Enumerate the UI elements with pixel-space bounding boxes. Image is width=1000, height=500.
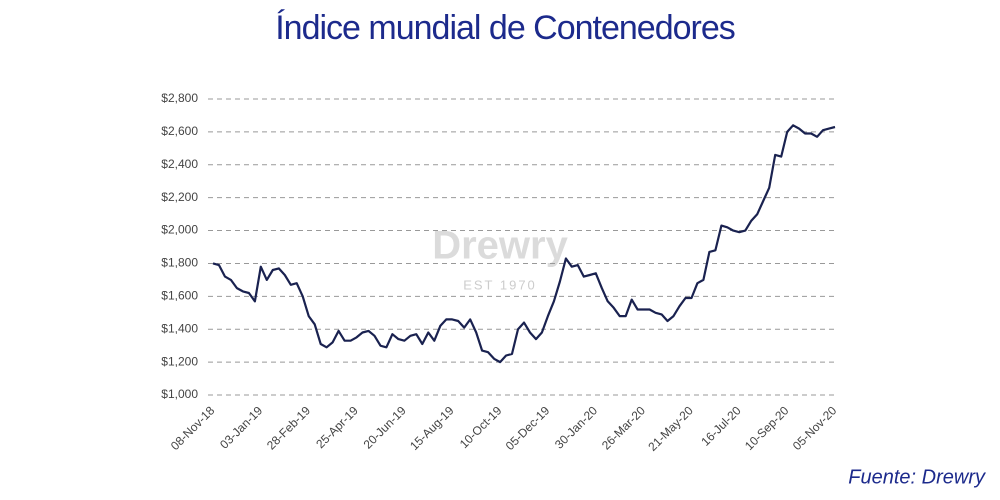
y-tick-label: $2,000 bbox=[161, 223, 198, 237]
source: Fuente: Drewry bbox=[848, 466, 986, 488]
x-tick-label: 25-Apr-19 bbox=[313, 403, 361, 451]
x-tick-label: 16-Jul-20 bbox=[698, 403, 744, 449]
x-tick-label: 05-Nov-20 bbox=[790, 403, 840, 453]
x-tick-label: 03-Jan-19 bbox=[217, 403, 265, 451]
y-tick-label: $2,800 bbox=[161, 91, 198, 105]
x-tick-label: 26-Mar-20 bbox=[599, 403, 648, 452]
y-tick-label: $1,600 bbox=[161, 289, 198, 303]
x-tick-label: 20-Jun-19 bbox=[361, 403, 409, 451]
x-tick-label: 05-Dec-19 bbox=[503, 403, 553, 453]
x-tick-label: 28-Feb-19 bbox=[264, 403, 313, 452]
x-tick-label: 30-Jan-20 bbox=[552, 403, 600, 451]
chart-title: Índice mundial de Contenedores bbox=[275, 9, 735, 47]
y-tick-label: $2,600 bbox=[161, 124, 198, 138]
y-tick-label: $1,800 bbox=[161, 256, 198, 270]
y-tick-label: $2,200 bbox=[161, 190, 198, 204]
y-tick-label: $1,400 bbox=[161, 321, 198, 335]
y-tick-label: $1,200 bbox=[161, 354, 198, 368]
x-tick-label: 21-May-20 bbox=[645, 403, 696, 454]
x-tick-label: 10-Oct-19 bbox=[457, 403, 505, 451]
line bbox=[212, 124, 836, 364]
x-tick-label: 15-Aug-19 bbox=[407, 403, 457, 453]
y-tick-label: $2,400 bbox=[161, 157, 198, 171]
watermark-subtitle: EST 1970 bbox=[463, 277, 537, 292]
x-tick-label: 10-Sep-20 bbox=[742, 403, 792, 453]
y-tick-label: $1,000 bbox=[161, 387, 198, 401]
x-tick-label: 08-Nov-18 bbox=[168, 403, 218, 453]
